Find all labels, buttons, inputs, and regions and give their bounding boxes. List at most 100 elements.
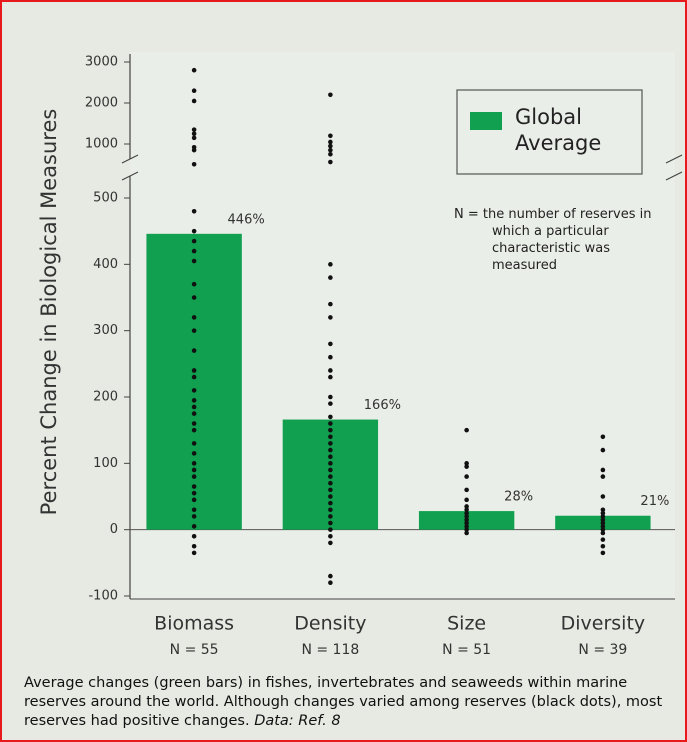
reserve-dot [192, 507, 197, 512]
n-label: N = 55 [170, 642, 219, 658]
reserve-dot [192, 421, 197, 426]
reserve-dot [192, 88, 197, 93]
caption-source: Data: Ref. 8 [254, 713, 340, 729]
reserve-dot [192, 461, 197, 466]
reserve-dot [192, 411, 197, 416]
reserve-dot [328, 375, 333, 380]
y-axis-label: Percent Change in Biological Measures [37, 109, 61, 516]
reserve-dot [328, 144, 333, 149]
reserve-dot [464, 531, 469, 536]
reserve-dot [328, 488, 333, 493]
y-tick-label: 1000 [85, 137, 118, 152]
reserve-dot [192, 468, 197, 473]
reserve-dot [328, 262, 333, 267]
reserve-dot [192, 388, 197, 393]
y-tick-label: 400 [93, 257, 118, 272]
reserve-dot [192, 375, 197, 380]
reserve-dot [328, 435, 333, 440]
reserve-dot [328, 368, 333, 373]
reserve-dot [601, 474, 606, 479]
reserve-dot [192, 474, 197, 479]
caption-text: Average changes (green bars) in fishes, … [24, 675, 662, 729]
y-tick-label: 2000 [85, 96, 118, 111]
reserve-dot [328, 574, 333, 579]
reserve-dot [328, 275, 333, 280]
reserve-dot [328, 315, 333, 320]
reserve-dot [328, 474, 333, 479]
reserve-dot [328, 355, 333, 360]
reserve-dot [328, 93, 333, 98]
reserve-dot [192, 99, 197, 104]
reserve-dot [192, 551, 197, 556]
reserve-dot [192, 229, 197, 234]
y-tick-label: 3000 [85, 55, 118, 70]
reserve-dot [328, 454, 333, 459]
legend-label: Global Average [515, 104, 625, 156]
reserve-dot [192, 136, 197, 141]
reserve-dot [328, 580, 333, 585]
reserve-dot [192, 524, 197, 529]
reserve-dot [601, 494, 606, 499]
reserve-dot [601, 544, 606, 549]
reserve-dot [464, 498, 469, 503]
reserve-dot [328, 342, 333, 347]
note: N = the number of reserves in which a pa… [454, 206, 662, 274]
reserve-dot [328, 428, 333, 433]
x-tick-label: Size [447, 613, 486, 635]
value-label: 28% [504, 490, 533, 505]
reserve-dot [192, 239, 197, 244]
reserve-dot [192, 131, 197, 136]
value-label: 446% [228, 212, 265, 227]
reserve-dot [192, 441, 197, 446]
y-tick-label: 100 [93, 456, 118, 471]
reserve-dot [192, 348, 197, 353]
y-tick-label: -100 [88, 589, 118, 604]
reserve-dot [601, 537, 606, 542]
reserve-dot [328, 534, 333, 539]
reserve-dot [464, 464, 469, 469]
reserve-dot [328, 395, 333, 400]
legend-swatch [470, 112, 502, 130]
reserve-dot [328, 527, 333, 532]
reserve-dot [192, 398, 197, 403]
reserve-dot [601, 551, 606, 556]
reserve-dot [192, 259, 197, 264]
reserve-dot [601, 448, 606, 453]
y-tick-label: 500 [93, 191, 118, 206]
reserve-dot [192, 491, 197, 496]
reserve-dot [601, 468, 606, 473]
reserve-dot [328, 134, 333, 139]
x-tick-label: Diversity [561, 613, 646, 635]
reserve-dot [328, 302, 333, 307]
n-label: N = 39 [578, 642, 627, 658]
reserve-dot [192, 451, 197, 456]
reserve-dot [192, 544, 197, 549]
reserve-dot [464, 428, 469, 433]
frame: Percent Change in Biological Measures -1… [0, 0, 687, 742]
reserve-dot [192, 282, 197, 287]
reserve-dot [328, 541, 333, 546]
reserve-dot [464, 474, 469, 479]
y-tick-label: 0 [110, 522, 118, 537]
value-label: 166% [364, 398, 401, 413]
n-label: N = 51 [442, 642, 491, 658]
y-tick-label: 300 [93, 323, 118, 338]
reserve-dot [328, 514, 333, 519]
reserve-dot [328, 148, 333, 153]
reserve-dot [328, 160, 333, 165]
reserve-dot [328, 461, 333, 466]
reserve-dot [328, 494, 333, 499]
reserve-dot [192, 68, 197, 73]
n-label: N = 118 [301, 642, 359, 658]
caption: Average changes (green bars) in fishes, … [24, 674, 674, 731]
reserve-dot [192, 328, 197, 333]
reserve-dot [328, 481, 333, 486]
reserve-dot [601, 435, 606, 440]
reserve-dot [192, 428, 197, 433]
value-label: 21% [640, 494, 669, 509]
reserve-dot [328, 501, 333, 506]
reserve-dot [192, 405, 197, 410]
x-tick-label: Biomass [154, 613, 234, 635]
reserve-dot [192, 295, 197, 300]
reserve-dot [328, 448, 333, 453]
